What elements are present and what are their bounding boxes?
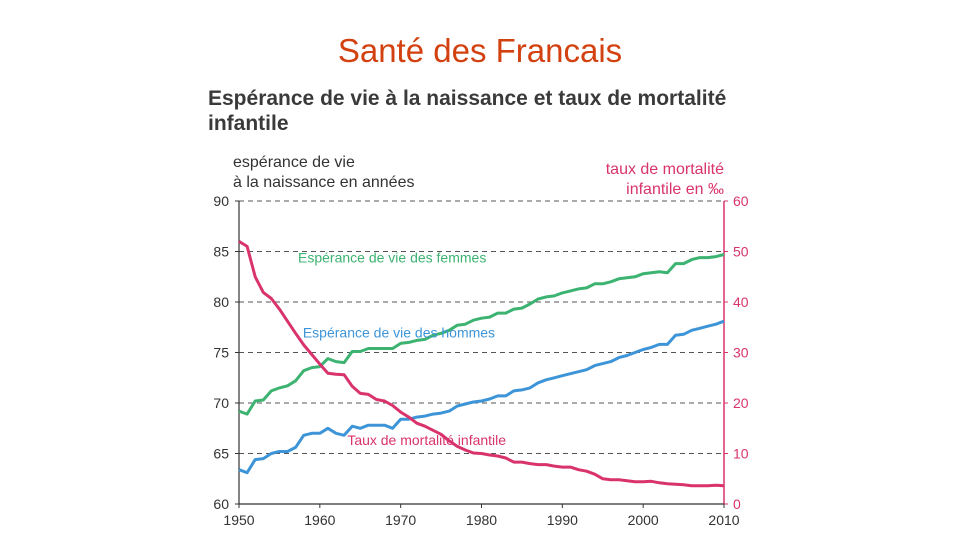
left-axis-caption: espérance de vie à la naissance en année… [233, 153, 414, 193]
right-tick-label: 60 [733, 193, 749, 209]
left-tick-label: 60 [213, 496, 229, 512]
right-tick-label: 50 [733, 244, 749, 260]
left-tick-label: 85 [213, 244, 229, 260]
left-tick-label: 70 [213, 395, 229, 411]
series-lines [238, 240, 725, 488]
series-line-0 [238, 253, 725, 416]
x-tick-label: 2010 [708, 512, 739, 528]
left-axis-caption-line-1: espérance de vie [233, 154, 355, 171]
right-tick-label: 0 [733, 496, 741, 512]
right-tick-label: 30 [733, 345, 749, 361]
right-tick-label: 40 [733, 294, 749, 310]
left-tick-label: 80 [213, 294, 229, 310]
series-labels: Espérance de vie des femmes Espérance de … [298, 250, 506, 448]
left-tick-label: 65 [213, 446, 229, 462]
chart-title: Espérance de vie à la naissance et taux … [208, 87, 727, 135]
left-axis-caption-line-2: à la naissance en années [233, 174, 415, 191]
series-label-0: Espérance de vie des femmes [298, 250, 486, 266]
left-tick-label: 75 [213, 345, 229, 361]
right-axis-caption: taux de mortalité infantile en ‰ [560, 160, 724, 200]
x-tick-label: 1960 [304, 512, 335, 528]
right-axis-caption-line-2: infantile en ‰ [626, 181, 724, 198]
slide-title: Santé des Francais [337, 32, 623, 69]
right-tick-label: 10 [733, 446, 749, 462]
series-label-2: Taux de mortalité infantile [347, 432, 506, 448]
series-line-2 [238, 240, 725, 488]
x-tick-label: 1980 [466, 512, 497, 528]
x-tick-label: 1990 [547, 512, 578, 528]
axes [235, 200, 728, 508]
x-tick-label: 2000 [628, 512, 659, 528]
x-tick-label: 1950 [223, 512, 254, 528]
right-tick-label: 20 [733, 395, 749, 411]
right-axis-caption-line-1: taux de mortalité [605, 161, 724, 178]
series-line-1 [238, 319, 725, 475]
series-label-1: Espérance de vie des hommes [303, 324, 495, 340]
left-tick-label: 90 [213, 193, 229, 209]
x-tick-label: 1970 [385, 512, 416, 528]
